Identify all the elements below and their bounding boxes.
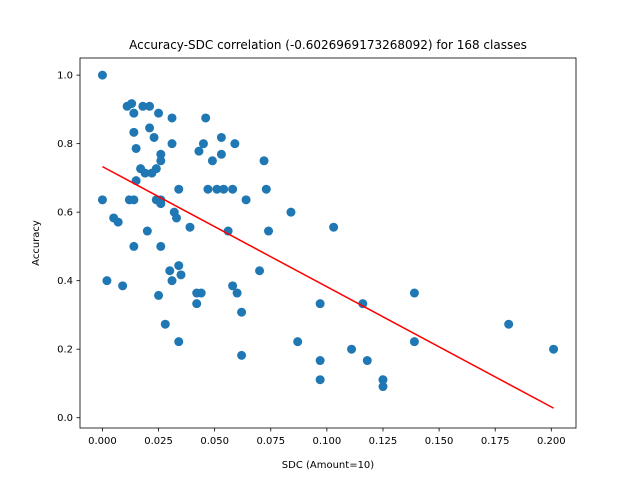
- data-point-51: [207, 156, 217, 166]
- x-axis-label: SDC (Amount=10): [282, 460, 375, 471]
- data-point-60: [232, 288, 242, 298]
- plot-area: 0.000 0.025 0.050 0.075 0.100 0.125 0.150 0.175…: [57, 57, 577, 447]
- data-point-68: [286, 207, 296, 217]
- data-point-65: [259, 156, 269, 166]
- data-point-50: [203, 184, 213, 194]
- data-point-59: [230, 139, 240, 149]
- x-tick-label-3: 0.075: [256, 436, 285, 447]
- data-point-26: [154, 290, 164, 300]
- data-point-5: [118, 281, 128, 291]
- data-point-1: [97, 195, 107, 205]
- data-point-75: [358, 299, 368, 309]
- y-tick-label-3: 0.6: [57, 208, 73, 219]
- data-point-39: [174, 184, 184, 194]
- data-point-64: [255, 266, 265, 276]
- data-point-17: [140, 168, 150, 178]
- data-point-42: [176, 270, 186, 280]
- y-tick-label-0: 0.0: [57, 413, 73, 424]
- data-point-71: [315, 356, 325, 366]
- x-tick-label-1: 0.025: [144, 436, 173, 447]
- x-tick-label-6: 0.150: [425, 436, 454, 447]
- data-point-12: [129, 241, 139, 251]
- data-point-36: [167, 276, 177, 286]
- data-point-62: [237, 350, 247, 360]
- data-point-54: [216, 149, 226, 159]
- data-point-61: [237, 307, 247, 317]
- data-point-77: [378, 375, 388, 385]
- data-point-46: [194, 146, 204, 156]
- data-point-31: [156, 241, 166, 251]
- data-point-8: [127, 99, 137, 109]
- data-point-4: [113, 217, 123, 227]
- data-point-53: [216, 132, 226, 142]
- data-point-20: [145, 123, 155, 133]
- data-point-58: [228, 281, 238, 291]
- data-point-40: [174, 261, 184, 271]
- data-point-28: [156, 156, 166, 166]
- data-point-32: [160, 319, 170, 329]
- data-point-78: [378, 382, 388, 392]
- x-tick-label-2: 0.050: [200, 436, 229, 447]
- data-point-22: [149, 132, 159, 142]
- x-tick-label-4: 0.100: [313, 436, 342, 447]
- data-point-81: [504, 319, 514, 329]
- chart-title: Accuracy-SDC correlation (-0.60269691732…: [129, 38, 527, 52]
- y-tick-label-1: 0.2: [57, 345, 73, 356]
- trend-line: [102, 165, 554, 409]
- data-point-2: [102, 276, 112, 286]
- data-point-48: [198, 139, 208, 149]
- data-point-72: [315, 375, 325, 385]
- data-point-66: [261, 184, 271, 194]
- data-point-45: [192, 299, 202, 309]
- data-point-82: [549, 344, 559, 354]
- data-point-76: [362, 356, 372, 366]
- data-point-30: [156, 199, 166, 209]
- data-point-10: [129, 127, 139, 137]
- data-point-23: [151, 164, 161, 174]
- data-point-52: [212, 184, 222, 194]
- data-point-27: [156, 149, 166, 159]
- data-point-18: [142, 226, 152, 236]
- data-point-19: [145, 101, 155, 111]
- data-point-43: [185, 222, 195, 232]
- data-point-69: [293, 337, 303, 347]
- data-point-11: [129, 195, 139, 205]
- y-tick-label-5: 1.0: [57, 71, 73, 82]
- data-point-57: [228, 184, 238, 194]
- data-point-35: [167, 139, 177, 149]
- x-tick-label-8: 0.200: [537, 436, 566, 447]
- x-tick-label-0: 0.000: [88, 436, 117, 447]
- data-point-67: [264, 226, 274, 236]
- data-point-63: [241, 195, 251, 205]
- data-point-41: [174, 337, 184, 347]
- data-point-70: [315, 299, 325, 309]
- data-point-13: [131, 143, 141, 153]
- y-tick-label-2: 0.4: [57, 276, 73, 287]
- y-axis-label: Accuracy: [31, 220, 42, 266]
- data-point-49: [201, 113, 211, 123]
- data-point-34: [167, 113, 177, 123]
- data-point-38: [172, 213, 182, 223]
- data-point-80: [409, 337, 419, 347]
- data-point-0: [97, 70, 107, 80]
- y-tick-label-4: 0.8: [57, 139, 73, 150]
- x-tick-label-7: 0.175: [481, 436, 510, 447]
- axes-frame: [79, 57, 577, 429]
- data-point-79: [409, 288, 419, 298]
- data-point-55: [219, 184, 229, 194]
- data-point-25: [154, 108, 164, 118]
- x-tick-label-5: 0.125: [369, 436, 398, 447]
- data-point-16: [138, 101, 148, 111]
- data-point-33: [165, 266, 175, 276]
- data-point-47: [196, 288, 206, 298]
- data-point-9: [129, 108, 139, 118]
- data-point-73: [329, 222, 339, 232]
- data-point-74: [347, 344, 357, 354]
